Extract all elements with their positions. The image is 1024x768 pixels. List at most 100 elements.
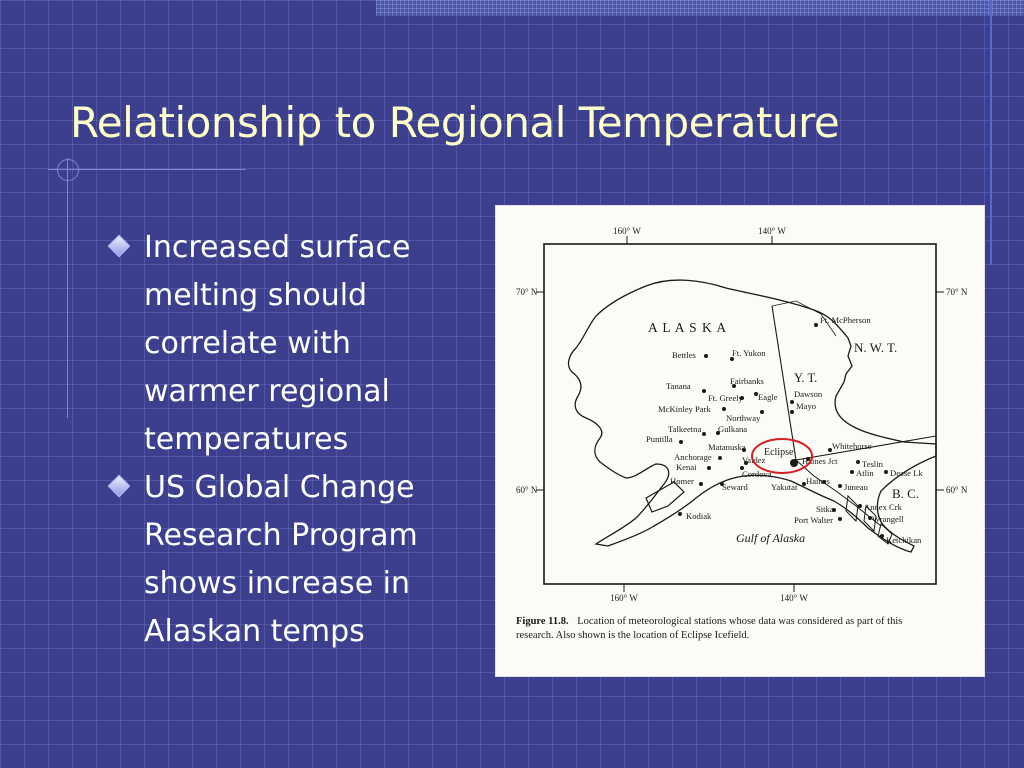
station-dot: [868, 516, 872, 520]
ak-yt-border: [771, 305, 797, 461]
station-label: Fairbanks: [730, 376, 765, 386]
station-dot: [832, 508, 836, 512]
station-dot: [790, 410, 794, 414]
station-dot: [856, 460, 860, 464]
bullet-line: melting should: [144, 278, 368, 313]
station-label: Dawson: [794, 389, 823, 399]
station-label: Port Walter: [794, 515, 833, 525]
station-dot: [850, 470, 854, 474]
top-decorative-band: [376, 0, 1024, 16]
station-label: Cordova: [742, 469, 772, 479]
station-label: Teslin: [862, 459, 884, 469]
station-dot: [718, 456, 722, 460]
caption-label: Figure 11.8.: [516, 616, 569, 627]
bullet-line: Alaskan temps: [144, 614, 365, 649]
station-dot: [679, 440, 683, 444]
station-dot: [880, 534, 884, 538]
station-dot: [802, 482, 806, 486]
station-label: Ft. Greely: [708, 393, 744, 403]
station-label: Gulkana: [718, 424, 747, 434]
station-label: Anchorage: [674, 452, 712, 462]
longitude-label: 160° W: [610, 593, 638, 603]
station-label: Ft. Yukon: [732, 348, 766, 358]
region-label: Y. T.: [794, 371, 817, 385]
station-label: Homer: [670, 476, 694, 486]
bullet-item: Increased surface melting should correla…: [104, 224, 484, 464]
station-dot: [744, 461, 748, 465]
diamond-bullet-icon: [107, 234, 131, 258]
eclipse-icefield-marker: [790, 459, 798, 467]
station-dots: [678, 323, 888, 538]
station-label: McKinley Park: [658, 404, 711, 414]
island: [845, 494, 859, 523]
station-dot: [814, 323, 818, 327]
map-frame: [543, 243, 937, 585]
bullet-line: warmer regional: [144, 374, 390, 409]
map-figure: 160° W 140° W 160° W 140° W 70° N 70° N …: [495, 205, 985, 677]
yt-bc-border: [795, 435, 937, 461]
alaska-station-map: 160° W 140° W 160° W 140° W 70° N 70° N …: [516, 226, 968, 641]
region-label: Gulf of Alaska: [736, 531, 805, 545]
station-dot: [760, 410, 764, 414]
station-label: Haines Jct: [802, 456, 838, 466]
figure-caption: Figure 11.8. Location of meteorological …: [516, 616, 902, 627]
station-dot: [754, 392, 758, 396]
station-dot: [828, 448, 832, 452]
coastline: [567, 279, 937, 553]
station-label: Northway: [726, 413, 761, 423]
crosshair-circle: [57, 159, 79, 181]
station-dot: [730, 357, 734, 361]
station-label: Ft. McPherson: [820, 315, 871, 325]
latitude-label: 70° N: [516, 287, 538, 297]
station-label: Mayo: [796, 401, 816, 411]
left-decorative-line: [67, 158, 68, 418]
station-label: Juneau: [844, 482, 869, 492]
bullet-line: Research Program: [144, 518, 418, 553]
bullet-item: US Global Change Research Program shows …: [104, 464, 484, 656]
station-label: Annex Crk: [864, 502, 903, 512]
station-label: Dease Lk: [890, 468, 923, 478]
station-label: Kenai: [676, 462, 697, 472]
station-dot: [884, 470, 888, 474]
latitude-label: 60° N: [946, 485, 968, 495]
yt-nwt-border: [771, 300, 837, 337]
station-dot: [732, 384, 736, 388]
station-label: Atlin: [856, 468, 874, 478]
station-dot: [707, 466, 711, 470]
station-label: Kodiak: [686, 511, 712, 521]
station-dot: [742, 448, 746, 452]
region-label: N. W. T.: [854, 340, 897, 355]
station-label: Bettles: [672, 350, 697, 360]
station-label: Puntilla: [646, 434, 673, 444]
station-dot: [716, 431, 720, 435]
station-dot: [838, 484, 842, 488]
caption-text: Location of meteorological stations whos…: [577, 616, 902, 627]
bullet-list: Increased surface melting should correla…: [104, 224, 484, 656]
station-label: Eagle: [758, 392, 778, 402]
bullet-line: Increased surface: [144, 230, 411, 265]
bullet-line: temperatures: [144, 422, 349, 457]
right-decorative-line: [990, 0, 992, 265]
station-label: Tanana: [666, 381, 691, 391]
region-label: B. C.: [892, 486, 919, 501]
station-dot: [806, 457, 810, 461]
island: [863, 504, 877, 533]
station-dot: [722, 407, 726, 411]
station-dot: [858, 504, 862, 508]
station-dot: [720, 482, 724, 486]
station-label: Talkeetna: [668, 424, 701, 434]
longitude-label: 160° W: [613, 226, 641, 236]
title-underline: [48, 169, 246, 170]
station-dot: [702, 389, 706, 393]
station-dot: [740, 466, 744, 470]
kodiak-island: [645, 481, 685, 513]
region-label: A L A S K A: [648, 320, 727, 335]
ak-bc-border: [795, 459, 882, 527]
station-dot: [822, 480, 826, 484]
station-label: Wrangell: [872, 514, 904, 524]
station-dot: [702, 432, 706, 436]
station-dot: [704, 354, 708, 358]
station-dot: [790, 400, 794, 404]
eclipse-label: Eclipse: [764, 447, 794, 458]
station-dot: [740, 396, 744, 400]
